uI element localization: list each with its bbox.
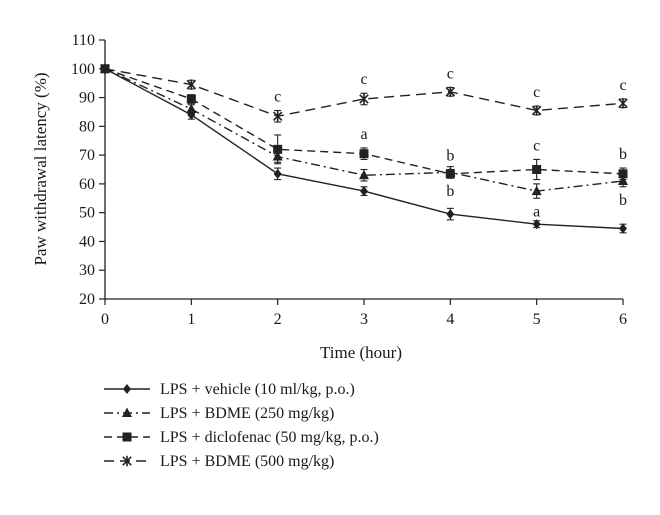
significance-label: c — [360, 71, 367, 88]
data-point — [186, 103, 197, 114]
y-tick-label: 70 — [79, 147, 95, 164]
series-3 — [100, 64, 628, 181]
data-point — [531, 185, 542, 196]
data-point — [445, 86, 456, 97]
y-tick-label: 20 — [79, 291, 95, 308]
significance-labels: b a b a b c b c c c c c — [274, 65, 627, 220]
data-point — [532, 165, 542, 174]
y-axis-title: Paw withdrawal latency (%) — [31, 72, 50, 265]
legend-marker — [122, 432, 132, 442]
data-point — [618, 98, 628, 109]
significance-label: a — [360, 126, 367, 143]
significance-label: c — [619, 77, 626, 94]
x-tick-label: 6 — [619, 311, 627, 328]
data-point — [359, 169, 369, 180]
legend-label: LPS + diclofenac (50 mg/kg, p.o.) — [160, 429, 379, 446]
x-tick-label: 3 — [360, 311, 368, 328]
data-point — [272, 111, 283, 122]
y-tick-label: 40 — [79, 233, 95, 250]
legend-item-2: LPS + BDME (250 mg/kg) — [104, 405, 334, 422]
data-point — [273, 144, 283, 154]
y-tick-label: 90 — [79, 90, 95, 107]
y-tick-label: 110 — [72, 32, 95, 49]
data-point — [619, 223, 627, 234]
x-tick-label: 4 — [446, 311, 454, 328]
y-tick-label: 30 — [79, 262, 95, 279]
data-point — [531, 105, 542, 116]
significance-label: c — [533, 84, 540, 101]
data-point — [359, 149, 369, 159]
legend-label: LPS + BDME (250 mg/kg) — [160, 405, 334, 422]
data-point — [186, 94, 196, 104]
data-point — [446, 209, 455, 220]
significance-label: b — [619, 192, 627, 209]
data-point — [618, 175, 628, 186]
legend-marker — [123, 384, 131, 394]
axes: 20 30 40 50 60 70 80 90 100 110 0 1 2 3 4 5 6 — [71, 32, 627, 328]
series-4 — [100, 63, 628, 123]
significance-label: c — [274, 89, 281, 106]
x-tick-label: 2 — [274, 311, 282, 328]
y-tick-label: 50 — [79, 205, 95, 222]
y-tick-label: 60 — [79, 176, 95, 193]
legend-item-3: LPS + diclofenac (50 mg/kg, p.o.) — [104, 429, 379, 446]
legend-label: LPS + BDME (500 mg/kg) — [160, 453, 334, 470]
data-point — [273, 168, 282, 179]
legend-label: LPS + vehicle (10 ml/kg, p.o.) — [160, 381, 355, 398]
significance-label: b — [446, 148, 454, 165]
significance-label: c — [533, 137, 540, 154]
legend-marker — [122, 407, 132, 417]
data-point — [186, 79, 197, 90]
data-point — [100, 63, 110, 74]
legend-item-4: LPS + BDME (500 mg/kg) — [104, 453, 334, 470]
legend-marker — [122, 455, 132, 467]
data-point — [618, 169, 628, 179]
significance-label: b — [619, 146, 627, 163]
x-axis-title: Time (hour) — [320, 343, 402, 362]
data-point — [532, 219, 541, 230]
data-point — [359, 93, 369, 105]
x-tick-label: 1 — [187, 311, 195, 328]
legend-item-1: LPS + vehicle (10 ml/kg, p.o.) — [104, 381, 355, 398]
legend: LPS + vehicle (10 ml/kg, p.o.) LPS + BDME… — [104, 381, 379, 470]
significance-label: c — [447, 65, 454, 82]
y-tick-label: 100 — [71, 61, 95, 78]
series-layer — [100, 63, 628, 234]
x-tick-label: 5 — [533, 311, 541, 328]
data-point — [360, 186, 368, 197]
y-tick-label: 80 — [79, 118, 95, 135]
significance-label: a — [533, 203, 540, 220]
data-point — [445, 169, 455, 179]
x-tick-label: 0 — [101, 311, 109, 328]
significance-label: b — [446, 183, 454, 200]
